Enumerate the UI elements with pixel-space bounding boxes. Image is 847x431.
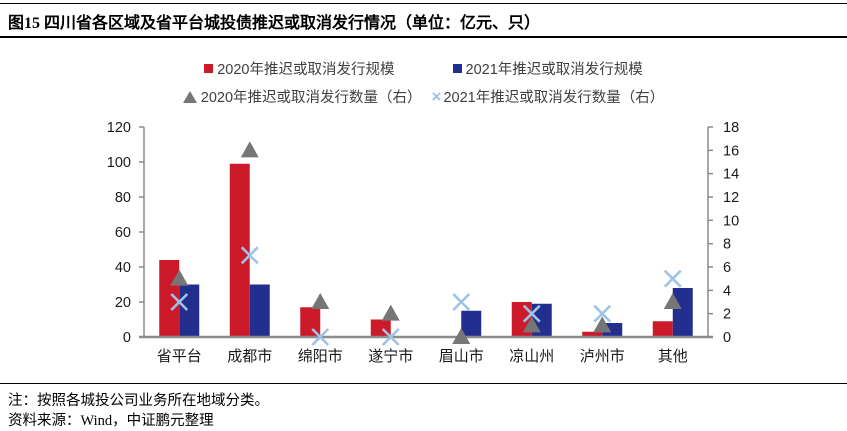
gray-triangle-icon bbox=[182, 90, 197, 103]
marker-x-凉山州 bbox=[522, 304, 541, 323]
x-axis-label-凉山州: 凉山州 bbox=[509, 348, 554, 365]
y-axis-right-tick-label: 10 bbox=[723, 213, 739, 229]
chart-svg: 0 20 40 60 80 100 120 0 2 4 6 8 10 12 14 16 18 省平台 成都市 绵阳市 遂… bbox=[107, 120, 739, 365]
red-square-icon bbox=[204, 64, 214, 73]
y-axis-right-tick-label: 14 bbox=[723, 167, 739, 183]
y-axis-right-tick-label: 8 bbox=[723, 237, 731, 253]
y-axis-left-tick-label: 100 bbox=[107, 155, 131, 171]
y-axis-left-tick-label: 20 bbox=[115, 295, 131, 311]
marker-triangle-成都市 bbox=[240, 141, 259, 158]
y-axis-right-tick-label: 12 bbox=[723, 190, 739, 206]
marker-triangle-绵阳市 bbox=[311, 293, 330, 309]
bar-2020年推迟或取消发行规模-其他 bbox=[652, 321, 673, 337]
footnote: 注：按照各城投公司业务所在地域分类。 bbox=[8, 393, 269, 409]
legend-label: 2021年推迟或取消发行数量（右） bbox=[443, 90, 665, 106]
y-axis-right-tick-label: 4 bbox=[723, 283, 731, 299]
chart-legend: 2020年推迟或取消发行规模 2021年推迟或取消发行规模 2020年推迟或取消… bbox=[0, 58, 847, 107]
light-blue-x-icon: × bbox=[431, 86, 442, 106]
marker-x-泸州市 bbox=[593, 304, 612, 323]
figure-title: 图15 四川省各区域及省平台城投债推迟或取消发行情况（单位：亿元、只） bbox=[8, 15, 541, 32]
bar-2021年推迟或取消发行规模-其他 bbox=[672, 288, 693, 337]
y-axis-left-tick-label: 0 bbox=[123, 330, 131, 346]
top-divider bbox=[0, 3, 847, 4]
x-axis-label-眉山市: 眉山市 bbox=[439, 348, 484, 365]
x-axis-label-绵阳市: 绵阳市 bbox=[298, 348, 343, 365]
x-axis-label-泸州市: 泸州市 bbox=[580, 348, 625, 365]
marker-x-其他 bbox=[663, 269, 682, 288]
bar-2020年推迟或取消发行规模-泸州市 bbox=[582, 331, 603, 337]
y-axis-left-tick-label: 120 bbox=[107, 120, 131, 136]
x-axis-label-其他: 其他 bbox=[658, 348, 688, 365]
bar-2021年推迟或取消发行规模-省平台 bbox=[179, 284, 200, 337]
y-axis-left-tick-label: 40 bbox=[115, 260, 131, 276]
bar-2020年推迟或取消发行规模-绵阳市 bbox=[300, 307, 321, 337]
marker-triangle-凉山州 bbox=[522, 316, 541, 333]
marker-triangle-眉山市 bbox=[452, 328, 471, 344]
legend-label: 2020年推迟或取消发行数量（右） bbox=[200, 90, 422, 106]
x-axis-label-遂宁市: 遂宁市 bbox=[368, 348, 413, 365]
marker-x-眉山市 bbox=[452, 293, 471, 311]
y-axis-right-tick-label: 16 bbox=[723, 143, 739, 159]
legend-item-2021-scale: 2021年推迟或取消发行规模 bbox=[452, 58, 643, 79]
legend-row-2: 2020年推迟或取消发行数量（右） × 2021年推迟或取消发行数量（右） bbox=[182, 86, 665, 107]
blue-square-icon bbox=[452, 64, 462, 73]
legend-row-1: 2020年推迟或取消发行规模 2021年推迟或取消发行规模 bbox=[204, 58, 643, 79]
y-axis-right-tick-label: 6 bbox=[723, 260, 731, 276]
footer-divider bbox=[0, 383, 847, 384]
legend-label: 2020年推迟或取消发行规模 bbox=[217, 62, 395, 78]
y-axis-left-tick-label: 60 bbox=[115, 225, 131, 241]
y-axis-right-tick-label: 18 bbox=[723, 120, 739, 136]
y-axis-right-tick-label: 0 bbox=[723, 330, 731, 346]
marker-triangle-省平台 bbox=[170, 269, 189, 286]
data-source: 资料来源：Wind，中证鹏元整理 bbox=[8, 413, 214, 429]
legend-item-2020-scale: 2020年推迟或取消发行规模 bbox=[204, 58, 395, 79]
legend-item-2021-count: × 2021年推迟或取消发行数量（右） bbox=[432, 86, 665, 107]
marker-x-绵阳市 bbox=[311, 328, 330, 346]
x-axis-label-省平台: 省平台 bbox=[157, 348, 202, 365]
marker-triangle-其他 bbox=[663, 293, 682, 309]
marker-x-成都市 bbox=[240, 246, 259, 265]
bar-2021年推迟或取消发行规模-成都市 bbox=[249, 284, 270, 337]
legend-label: 2021年推迟或取消发行规模 bbox=[465, 62, 643, 78]
y-axis-right-tick-label: 2 bbox=[723, 307, 731, 323]
y-axis-left-tick-label: 80 bbox=[115, 190, 131, 206]
x-axis-label-成都市: 成都市 bbox=[227, 348, 272, 365]
title-divider bbox=[0, 36, 847, 38]
bar-2020年推迟或取消发行规模-成都市 bbox=[229, 163, 250, 337]
marker-triangle-遂宁市 bbox=[381, 304, 400, 321]
bar-2021年推迟或取消发行规模-眉山市 bbox=[461, 310, 482, 337]
marker-x-遂宁市 bbox=[381, 328, 400, 346]
marker-triangle-泸州市 bbox=[593, 316, 612, 333]
legend-item-2020-count: 2020年推迟或取消发行数量（右） bbox=[182, 86, 422, 107]
marker-x-省平台 bbox=[170, 293, 189, 311]
